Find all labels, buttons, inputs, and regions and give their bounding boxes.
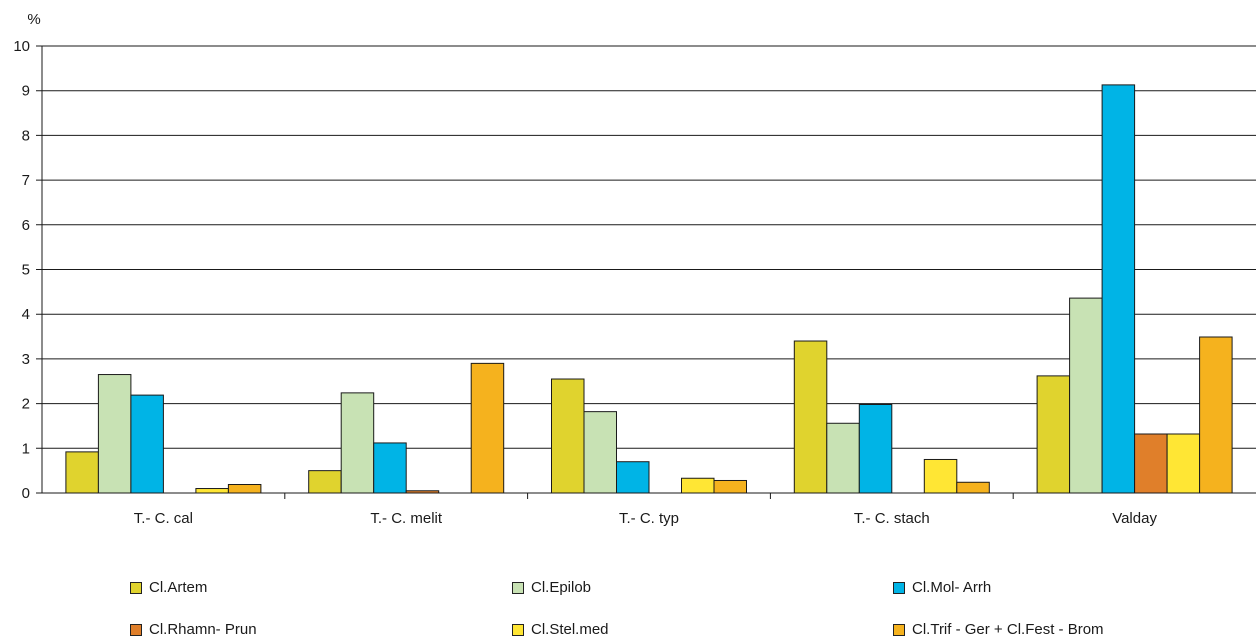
y-tick-label: 1 <box>22 440 30 457</box>
bar-0-5 <box>227 484 262 494</box>
y-tick-label: 8 <box>22 127 30 144</box>
category-label: T.- C. typ <box>619 510 679 527</box>
bar-3-0 <box>793 340 828 494</box>
bar-3-1 <box>826 422 860 494</box>
legend-label: Cl.Trif - Ger + Cl.Fest - Brom <box>912 621 1104 638</box>
legend-swatch <box>130 623 142 636</box>
bar-3-2 <box>858 403 893 494</box>
category-label: T.- C. stach <box>854 510 930 527</box>
bar-1-0 <box>308 470 342 494</box>
bars <box>65 84 1233 494</box>
legend-swatch <box>512 623 524 636</box>
bar-4-3 <box>1134 433 1168 494</box>
legend-item: Cl.Artem <box>130 579 207 596</box>
legend-label: Cl.Stel.med <box>531 621 609 638</box>
bar-2-1 <box>583 411 617 494</box>
y-axis-label: % <box>27 11 40 28</box>
bar-4-1 <box>1069 297 1103 494</box>
bar-1-1 <box>340 392 375 494</box>
bar-4-5 <box>1199 336 1233 494</box>
bar-4-0 <box>1036 375 1071 494</box>
legend-label: Cl.Rhamn- Prun <box>149 621 257 638</box>
bar-0-2 <box>130 394 164 494</box>
x-axis <box>41 46 1014 499</box>
y-tick-label: 5 <box>22 262 30 279</box>
y-tick-labels: 0 1 2 3 4 5 6 7 8 9 10 <box>13 38 30 502</box>
bar-1-3 <box>405 490 440 494</box>
bar-0-1 <box>97 374 132 494</box>
bar-0-0 <box>65 451 99 494</box>
bar-3-4 <box>923 458 958 494</box>
bar-2-5 <box>713 479 747 494</box>
y-tick-label: 6 <box>22 217 30 234</box>
legend-label: Cl.Mol- Arrh <box>912 579 992 596</box>
bar-4-2 <box>1101 84 1136 494</box>
category-label: Valday <box>1112 510 1157 527</box>
bar-1-2 <box>373 442 407 494</box>
legend: Cl.Artem Cl.Epilob Cl.Mol- Arrh Cl.Rhamn- P… <box>0 560 1256 638</box>
legend-item: Cl.Mol- Arrh <box>893 579 991 596</box>
legend-item: Cl.Epilob <box>512 579 591 596</box>
legend-swatch <box>893 623 905 636</box>
legend-label: Cl.Epilob <box>531 579 592 596</box>
legend-item: Cl.Trif - Ger + Cl.Fest - Brom <box>893 621 1104 638</box>
category-labels: T.- C. cal T.- C. melit T.- C. typ T.- C. s… <box>134 510 1158 527</box>
y-tick-label: 7 <box>22 172 30 189</box>
y-tick-label: 2 <box>22 396 30 413</box>
bar-4-4 <box>1166 433 1201 494</box>
bar-2-4 <box>681 477 715 494</box>
y-tick-label: 0 <box>22 485 30 502</box>
bar-0-4 <box>195 488 229 494</box>
bar-2-2 <box>616 461 650 494</box>
y-tick-label: 9 <box>22 83 30 100</box>
legend-swatch <box>130 581 142 594</box>
category-label: T.- C. cal <box>134 510 193 527</box>
y-tick-label: 3 <box>22 351 30 368</box>
legend-swatch <box>893 581 905 594</box>
bar-1-5 <box>470 362 505 494</box>
legend-item: Cl.Rhamn- Prun <box>130 621 257 638</box>
bar-2-0 <box>551 378 585 494</box>
category-label: T.- C. melit <box>370 510 443 527</box>
bar-3-5 <box>956 481 990 494</box>
legend-label: Cl.Artem <box>149 579 208 596</box>
y-tick-label: 4 <box>22 306 30 323</box>
y-tick-label: 10 <box>13 38 30 55</box>
gridlines <box>36 45 1256 494</box>
legend-item: Cl.Stel.med <box>512 621 609 638</box>
legend-swatch <box>512 581 524 594</box>
